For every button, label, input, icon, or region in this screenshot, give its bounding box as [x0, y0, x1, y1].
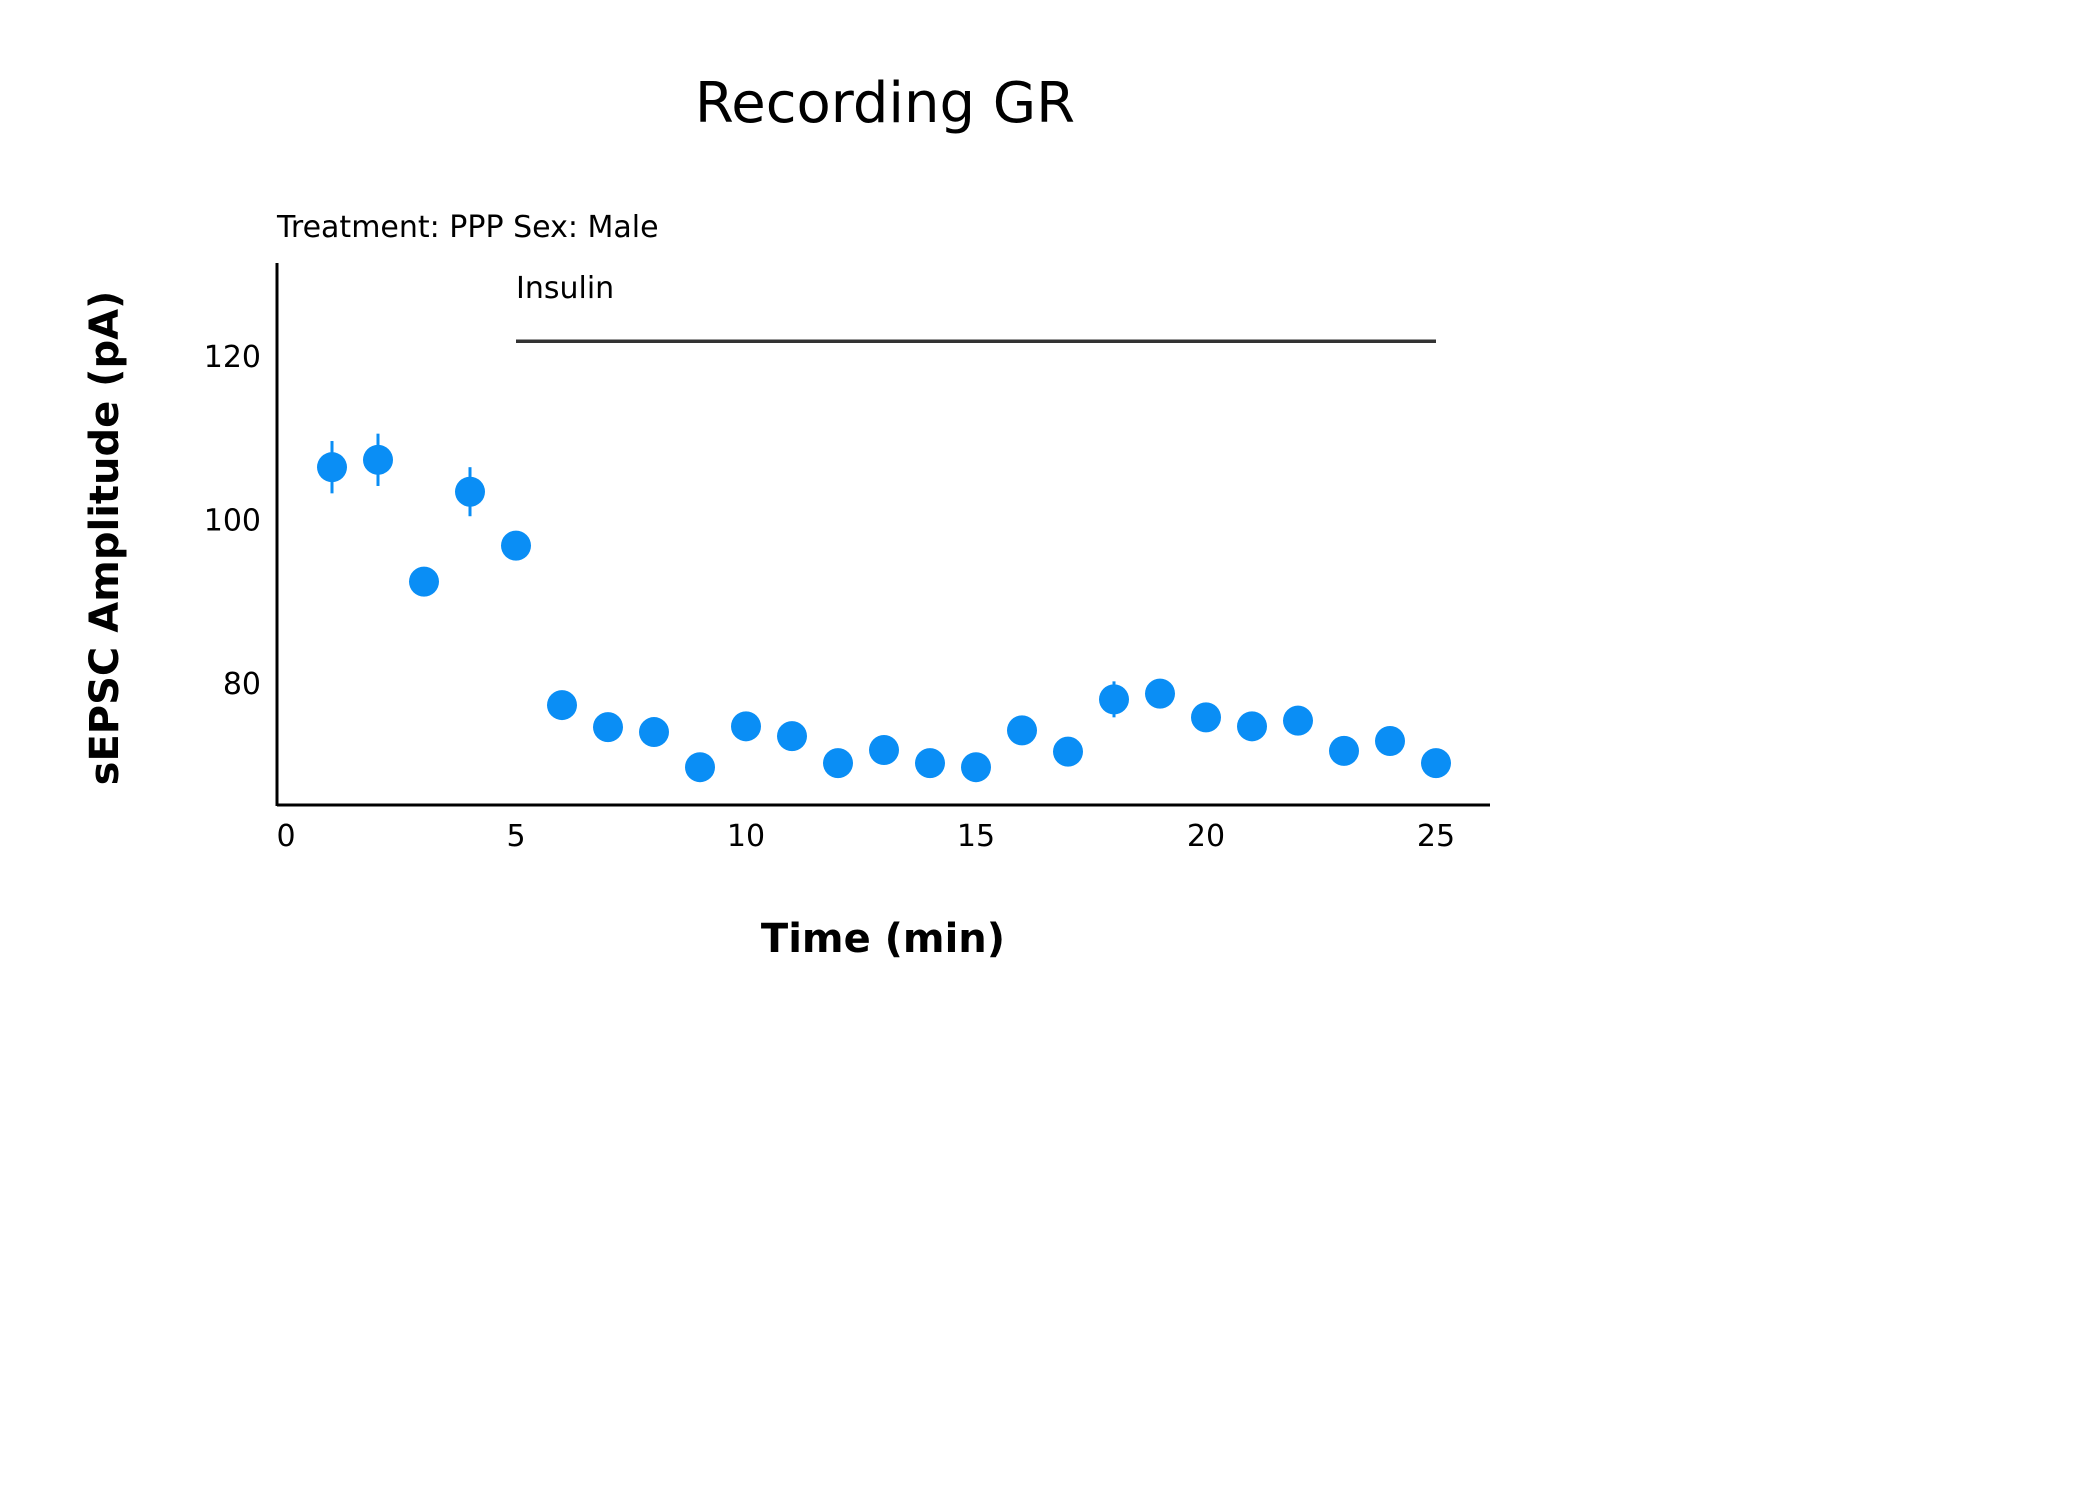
data-point [1329, 735, 1359, 766]
data-point [961, 752, 991, 783]
data-point [869, 735, 899, 766]
y-tick-label: 80 [223, 667, 261, 702]
data-point [501, 530, 531, 561]
data-point [639, 717, 669, 748]
x-tick-label: 10 [727, 819, 765, 854]
x-axis-label: Time (min) [761, 916, 1005, 962]
y-tick-label: 100 [204, 504, 261, 539]
plot-area: 0 5 10 15 20 25 80 100 120 Insulin [204, 263, 1490, 854]
y-tick-label: 120 [204, 340, 261, 375]
data-point [777, 721, 807, 752]
data-point [685, 752, 715, 783]
data-point [1283, 705, 1313, 736]
chart: Recording GR Treatment: PPP Sex: Male 0 5… [82, 71, 1490, 962]
x-tick-label: 20 [1187, 819, 1225, 854]
x-tick-label: 0 [276, 819, 295, 854]
chart-title: Recording GR [695, 71, 1075, 136]
data-point [915, 748, 945, 779]
data-point [1421, 748, 1451, 779]
data-point [593, 712, 623, 743]
data-point [363, 444, 393, 475]
data-point [455, 476, 485, 507]
data-point [1099, 684, 1129, 715]
x-tick-label: 25 [1417, 819, 1455, 854]
data-point [823, 748, 853, 779]
x-tick-label: 5 [506, 819, 525, 854]
data-point [731, 711, 761, 742]
data-point [547, 690, 577, 721]
x-tick-label: 15 [957, 819, 995, 854]
chart-subtitle: Treatment: PPP Sex: Male [276, 210, 659, 245]
data-point [1237, 711, 1267, 742]
data-point [1053, 736, 1083, 767]
data-point [409, 566, 439, 597]
data-point [1145, 678, 1175, 709]
data-point [1191, 702, 1221, 733]
data-point [317, 452, 347, 483]
data-point [1375, 726, 1405, 757]
y-axis-label: sEPSC Amplitude (pA) [82, 291, 128, 786]
insulin-label: Insulin [516, 271, 614, 306]
data-point [1007, 715, 1037, 746]
